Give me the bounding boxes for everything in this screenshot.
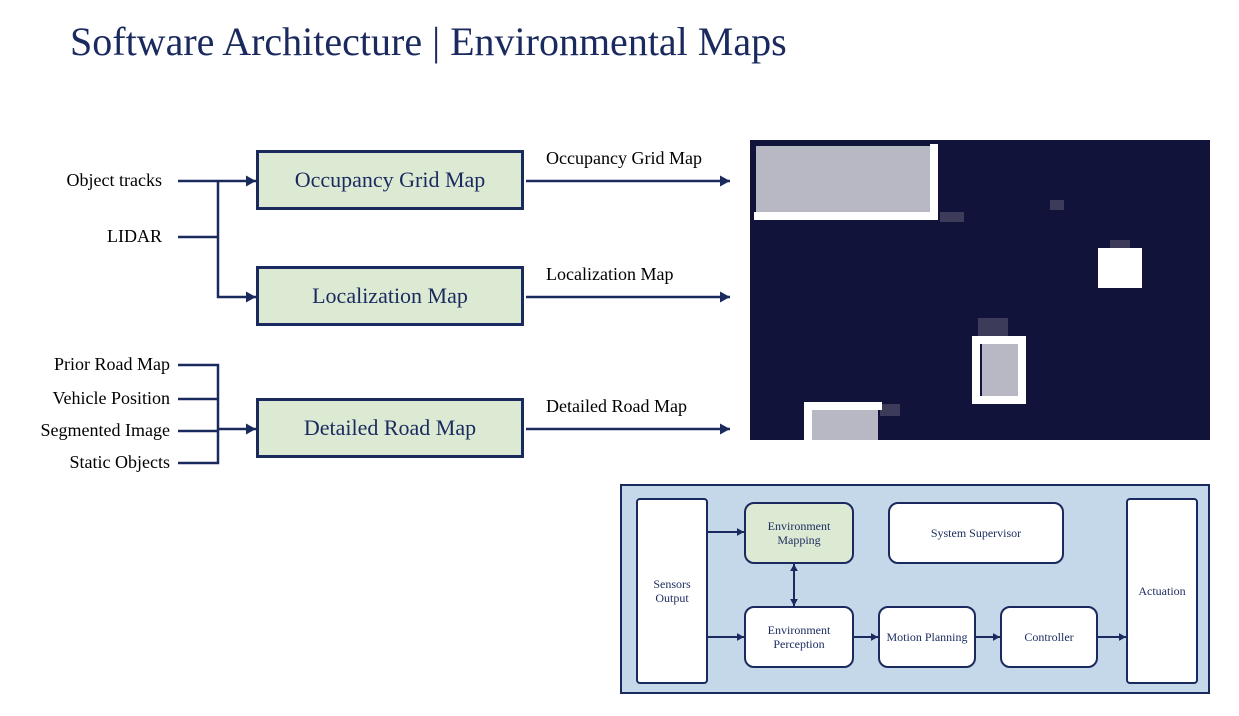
sub-box-environment-mapping: Environment Mapping: [744, 502, 854, 564]
sub-box-environment-perception: Environment Perception: [744, 606, 854, 668]
occupancy-grid-map-image: [750, 140, 1210, 440]
sub-box-sensors-output: Sensors Output: [636, 498, 708, 684]
sub-box-controller: Controller: [1000, 606, 1098, 668]
output-label-out-localization: Localization Map: [546, 264, 673, 285]
input-label-lidar: LIDAR: [32, 226, 162, 247]
input-label-segmented-image: Segmented Image: [10, 420, 170, 441]
sub-box-system-supervisor: System Supervisor: [888, 502, 1064, 564]
input-label-vehicle-position: Vehicle Position: [10, 388, 170, 409]
output-label-out-occupancy: Occupancy Grid Map: [546, 148, 702, 169]
occupancy-grid-map-box: Occupancy Grid Map: [256, 150, 524, 210]
input-label-object-tracks: Object tracks: [32, 170, 162, 191]
input-label-static-objects: Static Objects: [10, 452, 170, 473]
system-architecture-subdiagram: Sensors Output Environment Mapping System …: [620, 484, 1210, 694]
localization-map-box: Localization Map: [256, 266, 524, 326]
wire-lidar-fork: [178, 181, 256, 297]
page-title: Software Architecture | Environmental Ma…: [70, 18, 787, 65]
wire-prm-in: [178, 365, 218, 429]
wire-so-in: [178, 429, 218, 463]
detailed-road-map-box: Detailed Road Map: [256, 398, 524, 458]
output-label-out-detailed: Detailed Road Map: [546, 396, 687, 417]
sub-box-actuation: Actuation: [1126, 498, 1198, 684]
sub-box-motion-planning: Motion Planning: [878, 606, 976, 668]
input-label-prior-road-map: Prior Road Map: [10, 354, 170, 375]
